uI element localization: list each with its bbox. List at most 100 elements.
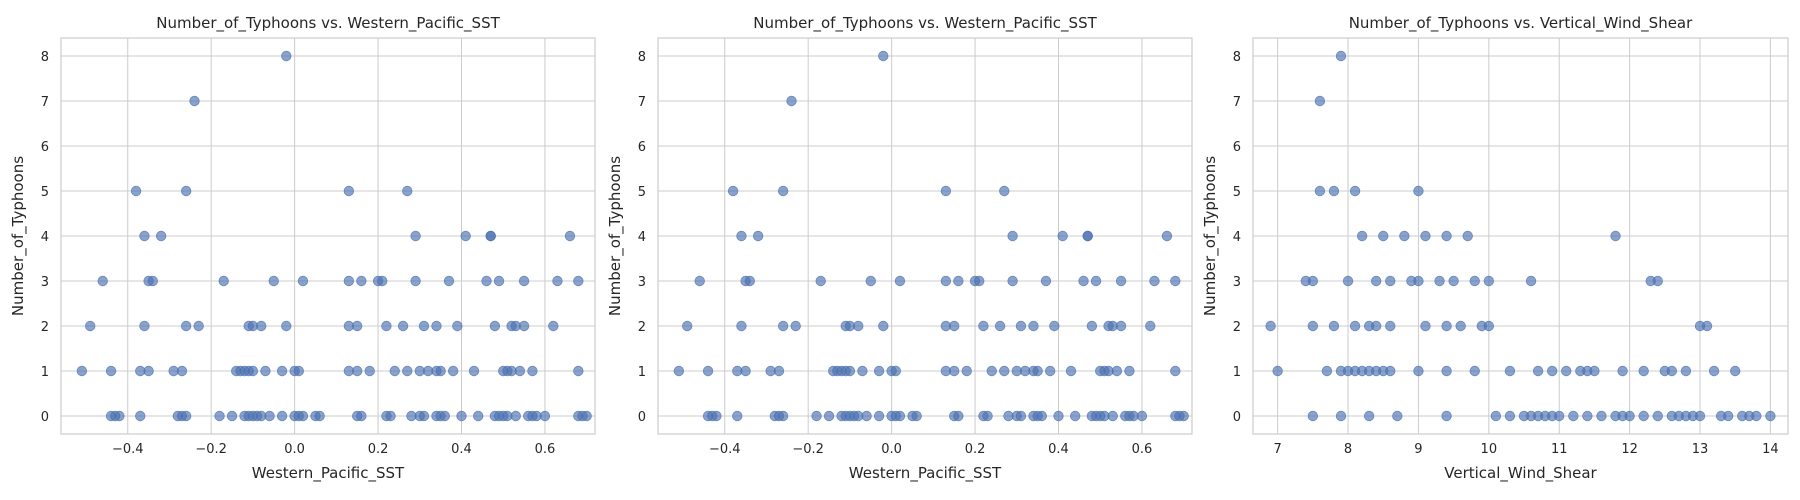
x-axis-label: Western_Pacific_SST [849, 464, 1002, 483]
y-tick-label: 6 [41, 140, 49, 155]
data-point [1413, 365, 1424, 377]
data-point [1007, 275, 1018, 287]
data-point [940, 275, 952, 287]
data-point [1652, 410, 1663, 422]
data-point [356, 275, 367, 287]
data-point [823, 410, 835, 422]
data-point [890, 365, 901, 377]
data-point [176, 365, 188, 377]
x-tick-label: 13 [1692, 442, 1709, 457]
data-point [982, 410, 993, 422]
chart-panel-3: 7 8 9 10 11 12 13 14012345678Number_of_Typhoons… [1201, 14, 1789, 483]
data-point [352, 365, 363, 377]
chart-panel-2: −0.4 −0.2 0.0 0.2 0.4 0.6 0 1 2 3 4 5 6 7 8 Number_of_T… [606, 14, 1193, 483]
data-point [1053, 410, 1064, 422]
data-point [1392, 410, 1403, 422]
data-point [460, 230, 471, 242]
chart-title: Number_of_Typhoons vs. Western_Pacific_S… [753, 14, 1097, 33]
data-point [911, 410, 922, 422]
data-point [1145, 320, 1156, 332]
x-axis-label: Vertical_Wind_Shear [1444, 464, 1597, 483]
data-point [1321, 365, 1333, 377]
data-point [381, 320, 392, 332]
data-point [1434, 275, 1445, 287]
data-point [1525, 275, 1537, 287]
y-tick-label: 5 [41, 185, 49, 200]
data-point [1342, 275, 1354, 287]
y-tick-label: 5 [1233, 185, 1241, 200]
y-tick-label: 2 [1233, 320, 1241, 335]
x-tick-label: 0.0 [881, 442, 902, 457]
data-point [1694, 410, 1706, 422]
data-point [1349, 320, 1361, 332]
data-point [1617, 365, 1628, 377]
data-point [447, 365, 459, 377]
data-point [940, 185, 952, 197]
data-point [518, 320, 530, 332]
data-point [1078, 275, 1089, 287]
data-point [1335, 50, 1347, 62]
data-point [1044, 365, 1056, 377]
data-point [1420, 230, 1431, 242]
data-point [1504, 365, 1516, 377]
data-point [1115, 320, 1127, 332]
data-point [435, 365, 446, 377]
data-point [364, 365, 375, 377]
data-point [1149, 275, 1160, 287]
data-point [1370, 320, 1382, 332]
data-point [418, 410, 430, 422]
data-point [1765, 410, 1776, 422]
data-point [189, 95, 200, 107]
chart-title: Number_of_Typhoons vs. Western_Pacific_S… [156, 14, 500, 33]
chart-title: Number_of_Typhoons vs. Vertical_Wind_She… [1349, 14, 1693, 33]
data-point [711, 410, 722, 422]
data-point [702, 365, 714, 377]
data-point [1666, 365, 1678, 377]
x-tick-label: 0.6 [535, 442, 556, 457]
data-point [385, 410, 396, 422]
data-point [97, 275, 108, 287]
data-point [790, 320, 801, 332]
data-point [894, 410, 906, 422]
data-point [281, 50, 292, 62]
data-point [410, 275, 421, 287]
data-point [853, 320, 864, 332]
data-point [260, 365, 271, 377]
data-point [314, 410, 325, 422]
data-point [1015, 320, 1027, 332]
y-tick-label: 2 [638, 320, 646, 335]
data-point [180, 410, 192, 422]
data-point [143, 365, 154, 377]
data-point [1090, 275, 1102, 287]
data-point [777, 185, 789, 197]
data-point [518, 275, 530, 287]
data-point [1385, 320, 1396, 332]
data-point [1015, 410, 1027, 422]
y-tick-label: 7 [1233, 95, 1241, 110]
data-point [268, 275, 279, 287]
y-tick-label: 7 [41, 95, 49, 110]
data-point [1441, 320, 1452, 332]
data-point [193, 320, 204, 332]
data-point [1036, 410, 1048, 422]
x-tick-label: 8 [1344, 442, 1352, 457]
data-point [135, 410, 146, 422]
data-point [1462, 230, 1473, 242]
data-point [105, 365, 117, 377]
data-point [736, 230, 747, 242]
data-point [1356, 230, 1368, 242]
data-point [139, 230, 150, 242]
y-axis-label: Number_of_Typhoons [606, 156, 625, 316]
data-point [949, 365, 960, 377]
data-point [1448, 275, 1459, 287]
data-point [180, 320, 192, 332]
data-point [1441, 230, 1452, 242]
data-point [352, 320, 363, 332]
x-tick-label: −0.2 [792, 442, 824, 457]
data-point [1049, 320, 1060, 332]
data-point [1385, 275, 1396, 287]
data-point [276, 410, 288, 422]
x-tick-label: 7 [1273, 442, 1281, 457]
data-point [1040, 275, 1052, 287]
